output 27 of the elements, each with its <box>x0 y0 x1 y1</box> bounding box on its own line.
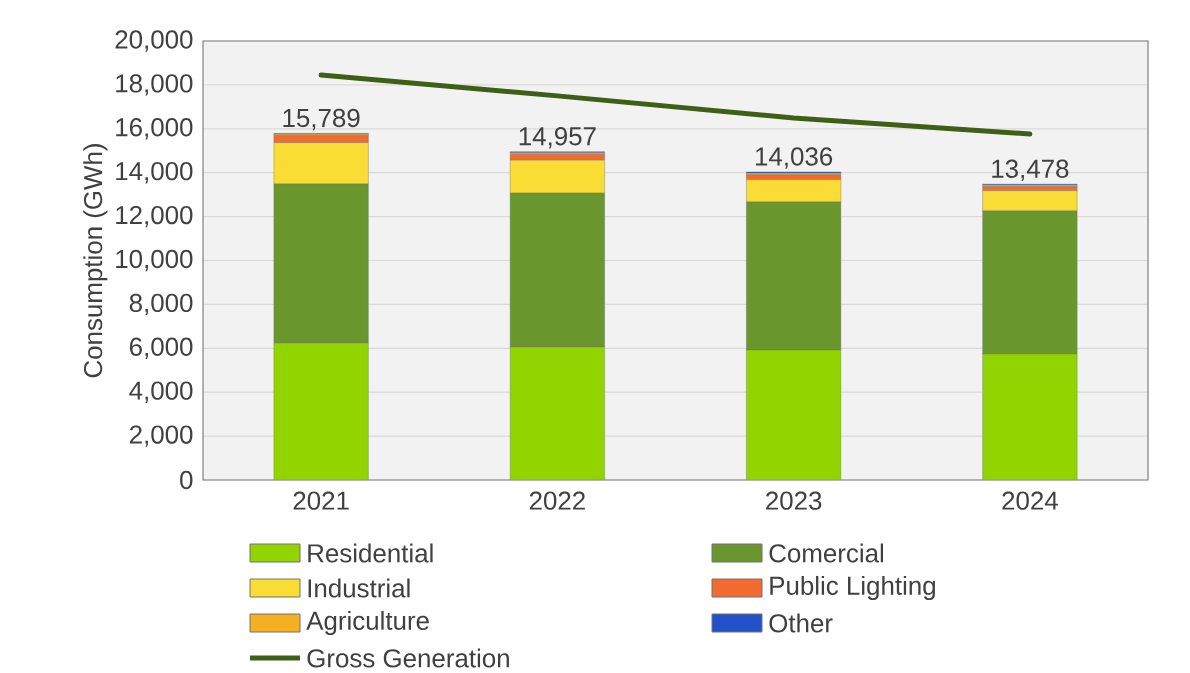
y-tick-label: 16,000 <box>116 118 193 140</box>
x-tick-label: 2021 <box>293 491 349 510</box>
legend-label: Gross Generation <box>307 648 509 668</box>
y-tick-label: 14,000 <box>116 161 193 184</box>
y-tick-label: 6,000 <box>129 337 193 359</box>
legend-label: Other <box>769 613 833 633</box>
y-tick-label: 0 <box>180 470 193 490</box>
y-tick-label: 4,000 <box>129 381 193 403</box>
y-tick-label: 18,000 <box>116 74 193 96</box>
legend-label: Agriculture <box>306 610 429 636</box>
y-tick-label: 10,000 <box>116 249 193 272</box>
x-tick-label: 2023 <box>766 491 822 510</box>
legend-label: Public Lighting <box>770 575 935 601</box>
y-tick-label: 2,000 <box>129 425 193 447</box>
legend-label: Residential <box>308 543 433 563</box>
x-tick-label: 2022 <box>529 491 585 510</box>
total-label: 13,478 <box>992 159 1069 181</box>
total-label: 14,957 <box>519 127 596 149</box>
total-label: 14,036 <box>755 147 833 169</box>
legend-label: Industrial <box>308 578 410 598</box>
total-label: 15,789 <box>283 108 360 131</box>
y-tick-label: 8,000 <box>129 293 193 316</box>
y-tick-label: 12,000 <box>116 205 193 228</box>
x-tick-label: 2024 <box>1002 491 1058 510</box>
y-axis-title: Consumption (GWh) <box>83 144 108 378</box>
y-tick-label: 20,000 <box>115 30 193 52</box>
legend-label: Comercial <box>769 543 884 563</box>
